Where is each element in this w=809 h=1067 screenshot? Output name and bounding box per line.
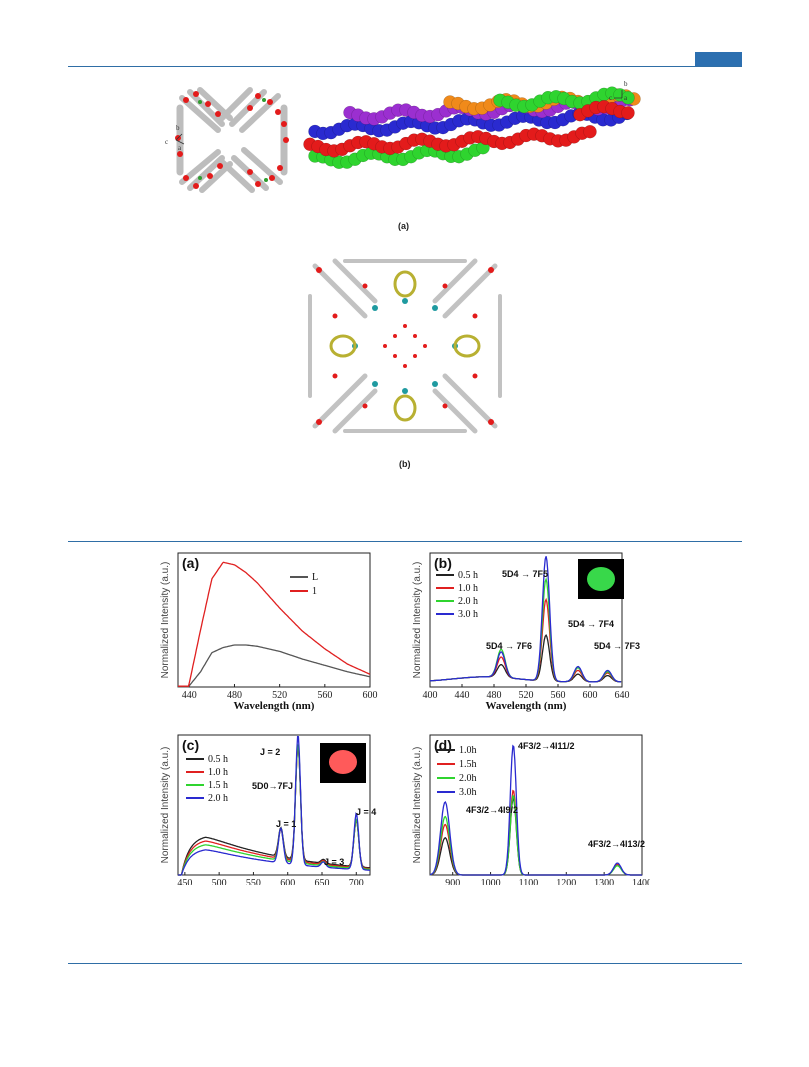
section-rule bbox=[68, 541, 742, 542]
x-tick-label: 500 bbox=[212, 878, 227, 885]
transition-annotation: 4F3/2→4I13/2 bbox=[588, 839, 645, 849]
x-tick-label: 900 bbox=[445, 878, 460, 885]
structure-figure-b bbox=[308, 258, 502, 434]
axis-b-label-right: b bbox=[624, 80, 628, 88]
legend-label: L bbox=[312, 572, 318, 583]
legend-label: 1.5h bbox=[459, 759, 477, 770]
transition-annotation: 5D4 → 7F6 bbox=[486, 641, 532, 651]
axes-right: b c a bbox=[609, 80, 628, 102]
plot-frame-d bbox=[429, 734, 643, 876]
framework-square-view: b c a bbox=[165, 87, 289, 193]
legend-label: 2.0 h bbox=[208, 793, 228, 804]
x-tick-label: 480 bbox=[487, 690, 502, 701]
transition-annotation: J = 1 bbox=[276, 819, 296, 829]
transition-annotation: 4F3/2→4I9/2 bbox=[466, 805, 518, 815]
legend-label: 3.0h bbox=[459, 787, 477, 798]
x-tick-label: 400 bbox=[423, 690, 438, 701]
header-tab bbox=[695, 52, 742, 66]
x-tick-label: 450 bbox=[177, 878, 192, 885]
legend-label: 3.0 h bbox=[458, 609, 478, 620]
spectra-figure: 440 480 520 560 600 Wavelength (nm) Normalized… bbox=[160, 552, 650, 885]
transition-annotation: 4F3/2→4I11/2 bbox=[518, 741, 575, 751]
x-tick-label: 1100 bbox=[519, 878, 539, 885]
legend-label: 1 bbox=[312, 586, 317, 597]
footer-rule bbox=[68, 963, 742, 964]
x-tick-label: 700 bbox=[349, 878, 364, 885]
plot-frame-a bbox=[177, 552, 371, 688]
legend-label: 1.0 h bbox=[458, 583, 478, 594]
series-line-L bbox=[178, 644, 371, 688]
panel-label: (c) bbox=[182, 737, 199, 753]
x-tick-label: 600 bbox=[280, 878, 295, 885]
emission-spot-green bbox=[587, 567, 615, 591]
plot-frame-c bbox=[177, 734, 371, 876]
transition-annotation: 5D0→7FJ bbox=[252, 781, 293, 791]
transition-annotation: 5D4 → 7F3 bbox=[594, 641, 640, 651]
x-tick-label: 1300 bbox=[594, 878, 614, 885]
series-line-1.5 h bbox=[178, 744, 371, 876]
x-tick-label: 600 bbox=[363, 690, 378, 701]
x-tick-label: 520 bbox=[519, 690, 534, 701]
panel-label: (b) bbox=[434, 555, 452, 571]
legend-label: 2.0h bbox=[459, 773, 477, 784]
caption-a: (a) bbox=[398, 221, 409, 231]
x-tick-label: 1200 bbox=[556, 878, 576, 885]
series-line-1 bbox=[178, 561, 371, 687]
x-axis-label: Wavelength (nm) bbox=[486, 700, 567, 712]
chain-atom bbox=[621, 106, 635, 120]
series-line-1.0 h bbox=[178, 745, 370, 876]
legend-label: 1.0 h bbox=[208, 767, 228, 778]
chain-spacefill-view bbox=[303, 86, 641, 169]
x-tick-label: 560 bbox=[317, 690, 332, 701]
legend-label: 0.5 h bbox=[458, 570, 478, 581]
transition-annotation: J = 2 bbox=[260, 747, 280, 757]
legend-label: 0.5 h bbox=[208, 754, 228, 765]
x-tick-label: 640 bbox=[615, 690, 630, 701]
structure-figure-a: b c a b c a bbox=[165, 80, 641, 193]
header-rule bbox=[68, 66, 742, 67]
x-tick-label: 480 bbox=[227, 690, 242, 701]
series-line-2.0 h bbox=[178, 735, 370, 876]
axis-a-label-right: a bbox=[624, 94, 628, 102]
x-tick-label: 1000 bbox=[481, 878, 501, 885]
legend-label: 1.5 h bbox=[208, 780, 228, 791]
axis-a-label-left: a bbox=[178, 144, 182, 152]
chain-atom bbox=[583, 124, 597, 139]
axis-c-label-left: c bbox=[165, 138, 168, 146]
axis-c-label-right: c bbox=[609, 94, 612, 102]
caption-b: (b) bbox=[399, 459, 411, 469]
panel-label: (a) bbox=[182, 555, 199, 571]
x-tick-label: 520 bbox=[272, 690, 287, 701]
series-line-2.0h bbox=[429, 794, 642, 876]
x-tick-label: 600 bbox=[583, 690, 598, 701]
x-tick-label: 560 bbox=[551, 690, 566, 701]
series-line-0.5 h bbox=[178, 746, 371, 876]
x-axis-label: Wavelength (nm) bbox=[234, 700, 315, 712]
legend-label: 1.0h bbox=[459, 745, 477, 756]
y-axis-label: Normalized Intensity (a.u.) bbox=[412, 747, 423, 864]
series-line-1.5h bbox=[429, 789, 642, 876]
transition-annotation: J = 4 bbox=[356, 807, 376, 817]
x-tick-label: 650 bbox=[315, 878, 330, 885]
y-axis-label: Normalized Intensity (a.u.) bbox=[412, 562, 423, 679]
legend-label: 2.0 h bbox=[458, 596, 478, 607]
y-axis-label: Normalized Intensity (a.u.) bbox=[160, 562, 171, 679]
x-tick-label: 440 bbox=[182, 690, 197, 701]
emission-spot-red bbox=[329, 750, 357, 774]
transition-annotation: 5D4 → 7F4 bbox=[568, 619, 614, 629]
x-tick-label: 1400 bbox=[632, 878, 650, 885]
transition-annotation: J = 3 bbox=[324, 857, 344, 867]
series-line-3.0 h bbox=[430, 556, 622, 683]
series-line-3.0h bbox=[429, 744, 642, 876]
transition-annotation: 5D4 → 7F5 bbox=[502, 569, 548, 579]
axis-b-label-left: b bbox=[176, 124, 180, 132]
y-axis-label: Normalized Intensity (a.u.) bbox=[160, 747, 171, 864]
x-tick-label: 440 bbox=[455, 690, 470, 701]
series-line-1.0h bbox=[429, 797, 642, 876]
x-tick-label: 550 bbox=[246, 878, 261, 885]
